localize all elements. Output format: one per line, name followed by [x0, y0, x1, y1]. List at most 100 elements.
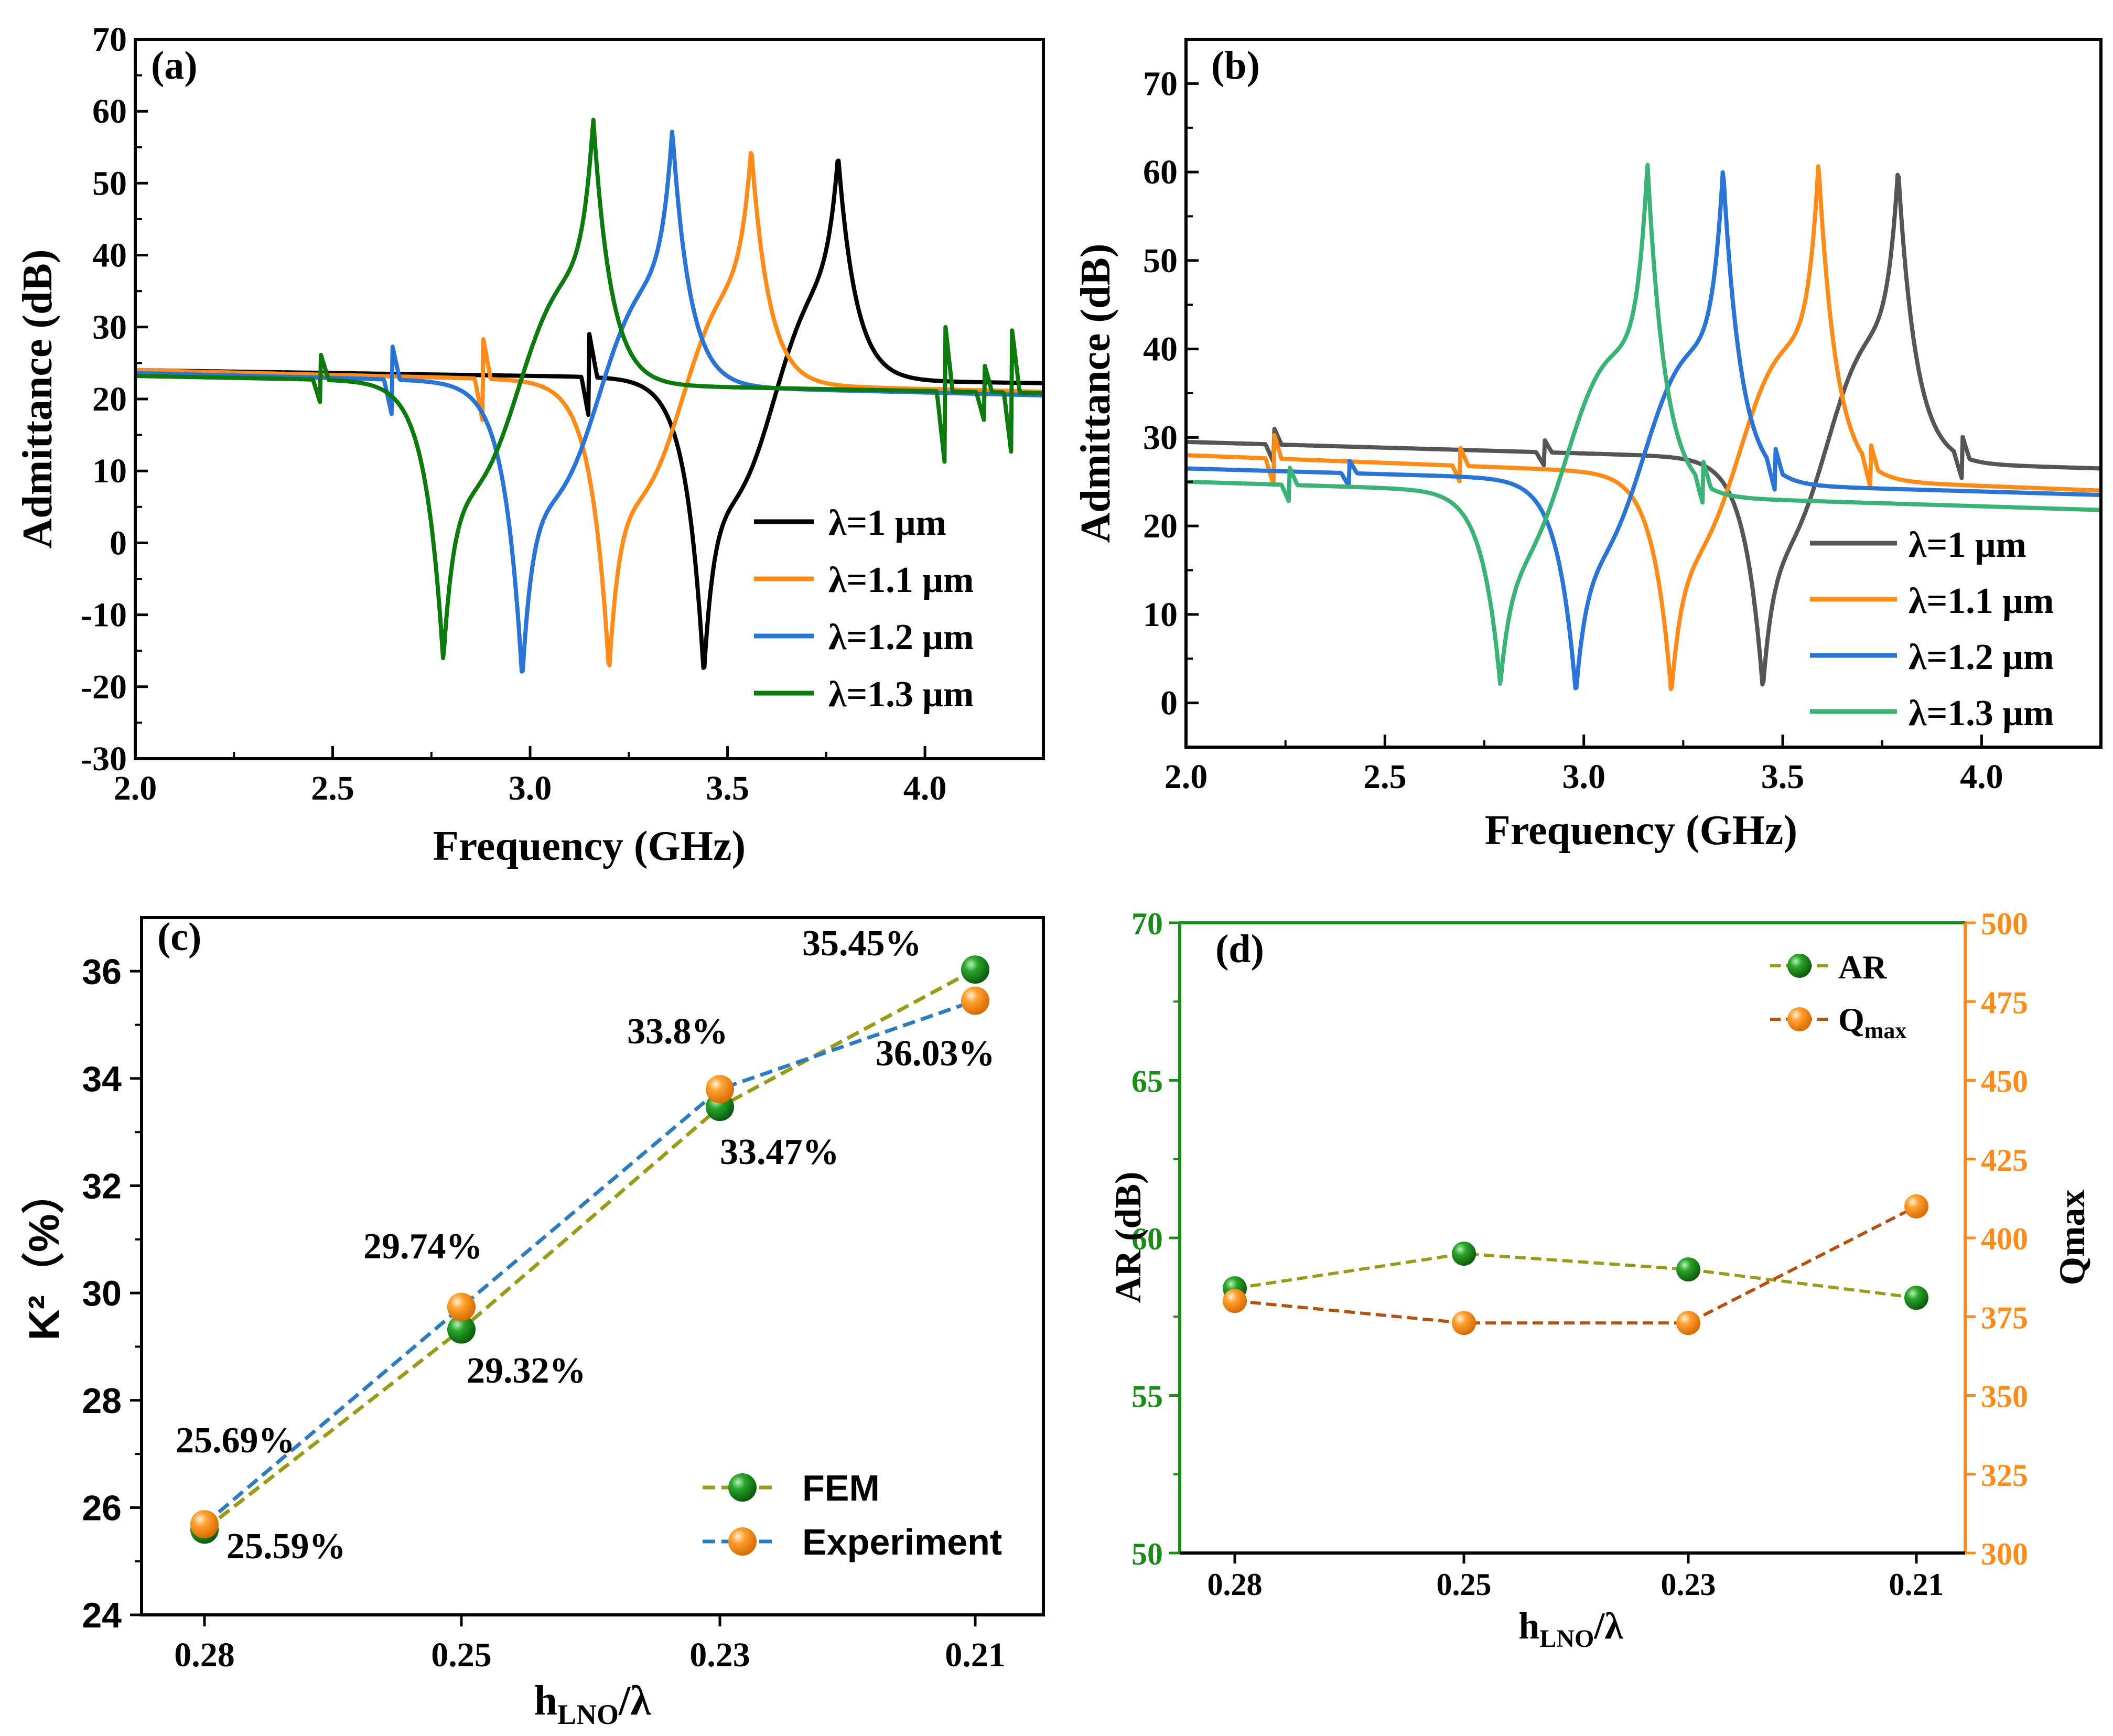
series-layer: [1186, 163, 2101, 692]
legend-label: AR: [1838, 948, 1887, 986]
legend-label: λ=1.2 μm: [1909, 637, 2054, 677]
x-axis-label: Frequency (GHz): [433, 823, 746, 869]
y-tick-label: 24: [82, 1595, 122, 1635]
y-tick-label: 0: [1160, 684, 1178, 723]
legend-label: λ=1.1 μm: [828, 560, 974, 600]
y-tick-label: -20: [81, 668, 127, 706]
panel-d: 0.28 0.25 0.23 0.21 50 55 60 65 70 300 325 350 375 40…: [1108, 907, 2093, 1653]
y-tick-label: 50: [1143, 242, 1178, 280]
axis-ticks: 2.0 2.5 3.0 3.5 4.0 -30 -20 -10 0 10 20 30 40 50 60 70: [81, 20, 946, 807]
y-tick-label-right: 350: [1981, 1379, 2028, 1414]
y-tick-label: 34: [82, 1059, 122, 1099]
series-layer: [135, 117, 1043, 674]
y-tick-label: 70: [1143, 64, 1178, 103]
y-tick-label-left: 60: [1131, 1222, 1163, 1256]
y-tick-label: 10: [1143, 596, 1178, 634]
y-tick-label-left: 65: [1131, 1064, 1163, 1099]
legend-marker: [1787, 954, 1812, 978]
data-label: 33.47%: [720, 1132, 839, 1172]
data-point-ar: [1452, 1242, 1476, 1266]
legend-marker: [728, 1527, 757, 1556]
x-tick-label: 0.21: [1889, 1567, 1944, 1602]
legend-label: λ=1 μm: [1909, 525, 2026, 565]
y-axis-label: K²（%）: [20, 1171, 68, 1340]
series-layer: [190, 955, 989, 1544]
axis-ticks: 2.0 2.5 3.0 3.5 4.0 0 10 20 30 40 50 60 70: [1143, 64, 2003, 796]
y-tick-label-right: 500: [1981, 907, 2028, 941]
x-tick-label: 0.23: [689, 1636, 750, 1674]
axis-ticks: 0.28 0.25 0.23 0.21 50 55 60 65 70 300 325 350 375 40…: [1131, 907, 2028, 1602]
data-point-experiment: [190, 1510, 219, 1539]
y-tick-label: 30: [92, 308, 127, 347]
y-tick-label: 40: [1143, 330, 1178, 369]
data-label: 35.45%: [802, 923, 922, 964]
x-tick-label: 0.25: [1437, 1567, 1492, 1602]
data-point-ar: [1676, 1257, 1700, 1282]
legend-label: Experiment: [802, 1522, 1002, 1562]
series-line-experiment: [203, 999, 976, 1526]
panel-label: (a): [151, 44, 198, 88]
y-tick-label: -30: [81, 740, 127, 778]
y-tick-label: 50: [92, 164, 127, 202]
panel-label: (b): [1211, 44, 1260, 88]
x-tick-label: 2.5: [1363, 758, 1407, 796]
series-line-4: [135, 117, 1043, 661]
x-tick-label: 4.0: [1960, 758, 2003, 796]
series-line-qmax: [1234, 1205, 1917, 1325]
x-axis-label: Frequency (GHz): [1485, 807, 1797, 854]
x-tick-label: 2.5: [311, 769, 354, 807]
data-label: 25.59%: [227, 1526, 346, 1567]
y-axis-label: Admittance (dB): [1073, 243, 1119, 543]
legend: λ=1 μm λ=1.1 μm λ=1.2 μm λ=1.3 μm: [1810, 525, 2054, 734]
data-point-experiment: [961, 986, 989, 1015]
series-line-2: [1186, 164, 2101, 692]
x-tick-label: 2.0: [1165, 758, 1208, 796]
x-tick-label: 0.21: [945, 1636, 1006, 1674]
legend-label: FEM: [802, 1468, 880, 1508]
y-tick-label: 28: [82, 1381, 122, 1421]
panel-b: 2.0 2.5 3.0 3.5 4.0 0 10 20 30 40 50 60 70 (b) Frequ…: [1073, 38, 2103, 854]
y-tick-label-left: 50: [1131, 1537, 1163, 1571]
y-tick-label: 30: [82, 1274, 122, 1313]
series-line-2: [135, 151, 1043, 667]
y-axis-label-right: Qmax: [2052, 1190, 2093, 1286]
series-line-3: [1186, 170, 2101, 691]
y-tick-label: 20: [92, 380, 127, 418]
panel-c: 0.28 0.25 0.23 0.21 24 26 28 30 32 34 36 (c) K²（%）…: [20, 915, 1045, 1730]
legend-label: Qmax: [1838, 1001, 1906, 1043]
legend-label: λ=1.3 μm: [1909, 693, 2054, 734]
data-point-qmax: [1223, 1289, 1247, 1313]
y-tick-label: 0: [110, 524, 127, 562]
x-tick-label: 3.5: [1761, 758, 1805, 796]
x-tick-label: 0.23: [1661, 1567, 1716, 1602]
legend: FEM Experiment: [703, 1468, 1002, 1562]
x-axis-label: hLNO/λ: [1518, 1605, 1623, 1653]
plot-frame: [140, 916, 1045, 1616]
series-line-fem: [203, 968, 976, 1532]
data-label: 33.8%: [627, 1011, 728, 1052]
legend-label: λ=1.2 μm: [828, 617, 974, 657]
panel-label: (d): [1215, 927, 1264, 971]
y-tick-label-right: 400: [1981, 1222, 2028, 1256]
y-tick-label-left: 55: [1131, 1379, 1163, 1414]
x-tick-label: 0.28: [1208, 1567, 1263, 1602]
data-label: 29.74%: [363, 1226, 483, 1267]
data-point-experiment: [706, 1075, 734, 1104]
y-tick-label: 30: [1143, 418, 1178, 457]
y-tick-label: -10: [81, 596, 127, 634]
legend-label: λ=1.3 μm: [828, 674, 974, 715]
x-axis-label: hLNO/λ: [534, 1678, 651, 1730]
y-tick-label-right: 450: [1981, 1064, 2028, 1099]
y-tick-label: 60: [1143, 153, 1178, 191]
legend-marker: [728, 1473, 757, 1502]
x-tick-label: 3.0: [509, 769, 552, 807]
y-tick-label-right: 425: [1981, 1143, 2028, 1178]
y-tick-label-right: 325: [1981, 1458, 2028, 1493]
axis-ticks: 0.28 0.25 0.23 0.21 24 26 28 30 32 34 36: [82, 952, 1005, 1674]
panel-a: 2.0 2.5 3.0 3.5 4.0-30-20-10010203040506070 …: [15, 20, 1045, 869]
x-tick-label: 3.5: [706, 769, 749, 807]
legend-marker: [1787, 1007, 1812, 1031]
y-tick-label: 70: [92, 20, 127, 59]
y-tick-label: 26: [82, 1488, 122, 1528]
